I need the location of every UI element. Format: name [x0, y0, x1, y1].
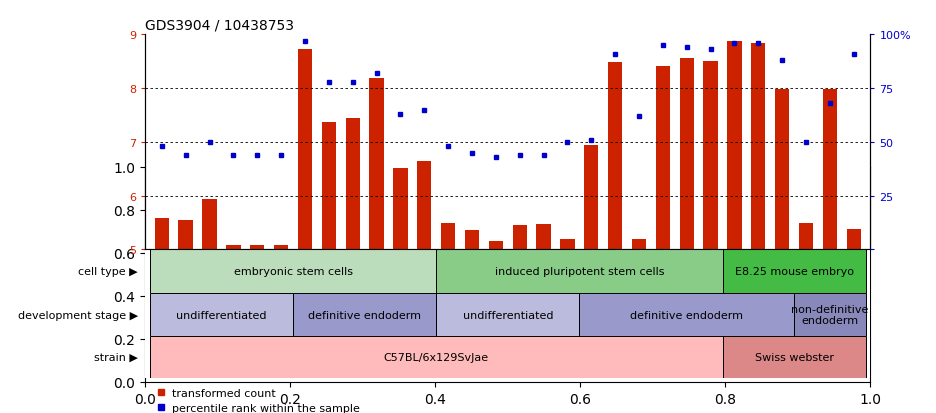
Bar — [417, 161, 431, 250]
Text: E8.25 mouse embryo: E8.25 mouse embryo — [735, 266, 854, 277]
Bar — [847, 230, 861, 250]
Text: strain ▶: strain ▶ — [94, 352, 138, 362]
Bar — [823, 90, 837, 250]
Bar — [393, 168, 407, 250]
Bar — [752, 44, 766, 250]
Text: cell type ▶: cell type ▶ — [79, 266, 138, 277]
Text: definitive endoderm: definitive endoderm — [308, 310, 421, 320]
Text: Swiss webster: Swiss webster — [754, 352, 834, 362]
Text: undifferentiated: undifferentiated — [176, 310, 267, 320]
Text: non-definitive
endoderm: non-definitive endoderm — [791, 304, 869, 326]
Bar — [799, 223, 813, 250]
Bar — [794, 293, 866, 337]
Bar — [179, 221, 193, 250]
Bar — [150, 337, 723, 378]
Bar — [727, 42, 741, 250]
Bar — [579, 293, 794, 337]
Bar — [723, 337, 866, 378]
Text: C57BL/6x129SvJae: C57BL/6x129SvJae — [384, 352, 489, 362]
Bar — [274, 246, 288, 250]
Bar — [656, 67, 670, 250]
Bar — [608, 63, 622, 250]
Bar — [154, 219, 168, 250]
Bar — [293, 293, 436, 337]
Text: development stage ▶: development stage ▶ — [18, 310, 138, 320]
Text: embryonic stem cells: embryonic stem cells — [233, 266, 353, 277]
Text: GDS3904 / 10438753: GDS3904 / 10438753 — [145, 19, 294, 33]
Bar — [436, 293, 579, 337]
Bar — [250, 246, 264, 250]
Bar — [322, 123, 336, 250]
Text: induced pluripotent stem cells: induced pluripotent stem cells — [494, 266, 665, 277]
Bar — [723, 250, 866, 293]
Bar — [704, 62, 718, 250]
Bar — [436, 250, 723, 293]
Bar — [775, 90, 789, 250]
Bar — [465, 230, 479, 250]
Text: undifferentiated: undifferentiated — [462, 310, 553, 320]
Bar — [584, 145, 598, 250]
Bar — [370, 79, 384, 250]
Bar — [513, 225, 527, 250]
Bar — [561, 239, 575, 250]
Bar — [536, 224, 550, 250]
Bar — [632, 239, 646, 250]
Bar — [298, 50, 312, 250]
Bar — [150, 293, 293, 337]
Text: definitive endoderm: definitive endoderm — [630, 310, 743, 320]
Bar — [441, 223, 455, 250]
Bar — [227, 246, 241, 250]
Bar — [202, 199, 216, 250]
Bar — [345, 118, 359, 250]
Bar — [150, 250, 436, 293]
Legend: transformed count, percentile rank within the sample: transformed count, percentile rank withi… — [151, 383, 364, 413]
Bar — [680, 59, 694, 250]
Bar — [489, 242, 503, 250]
